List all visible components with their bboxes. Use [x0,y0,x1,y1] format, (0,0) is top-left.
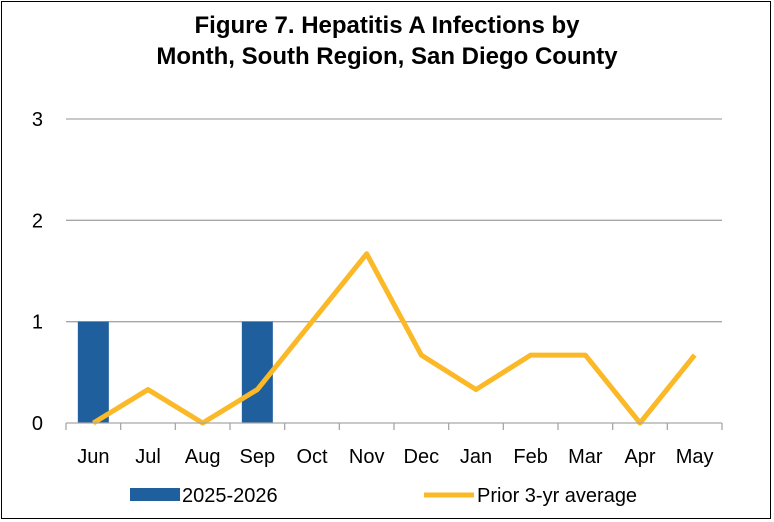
bar-Jun [77,321,109,423]
y-tick-label: 3 [32,109,43,131]
y-tick-label: 2 [32,210,43,232]
chart-title-line-1: Figure 7. Hepatitis A Infections by [194,12,580,39]
axes [65,422,723,430]
gridlines [66,118,722,323]
line-series [92,251,697,426]
y-tick-label: 1 [32,312,43,334]
x-tick-label-Mar: Mar [568,446,603,468]
chart-title-line-2: Month, South Region, San Diego County [156,43,618,70]
legend-swatch-bar [130,488,180,501]
legend-label-line: Prior 3-yr average [477,485,637,507]
x-tick-label-Jul: Jul [135,446,161,468]
x-tick-labels: Jun Jul Aug Sep Oct Nov Dec Jan Feb Mar Apr May [77,446,713,468]
x-tick-label-Oct: Oct [296,446,328,468]
chart-title: Figure 7. Hepatitis A Infections by Mont… [2,10,772,72]
x-tick-label-Jan: Jan [460,446,492,468]
x-tick-label-Nov: Nov [349,446,385,468]
x-tick-label-Feb: Feb [513,446,547,468]
bar-series [77,321,273,423]
x-tick-label-Sep: Sep [240,446,276,468]
line-prior-3yr-average [92,251,697,426]
x-tick-label-Jun: Jun [77,446,109,468]
y-tick-labels: 0 1 2 3 [32,109,43,435]
legend-label-bar: 2025-2026 [182,485,278,507]
y-tick-label: 0 [32,413,43,435]
legend: 2025-2026 Prior 3-yr average [130,485,637,507]
x-tick-label-Dec: Dec [404,446,440,468]
x-tick-label-Apr: Apr [624,446,655,468]
bar-Sep [241,321,273,423]
x-tick-label-May: May [676,446,714,468]
x-tick-label-Aug: Aug [185,446,221,468]
